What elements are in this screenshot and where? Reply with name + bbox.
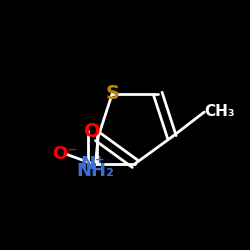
Text: NH₂: NH₂ [77,162,114,180]
Text: O⁻: O⁻ [52,145,78,163]
Text: O: O [84,122,101,141]
Text: CH₃: CH₃ [204,104,235,120]
Text: S: S [105,84,119,103]
Text: N⁺: N⁺ [80,155,105,173]
